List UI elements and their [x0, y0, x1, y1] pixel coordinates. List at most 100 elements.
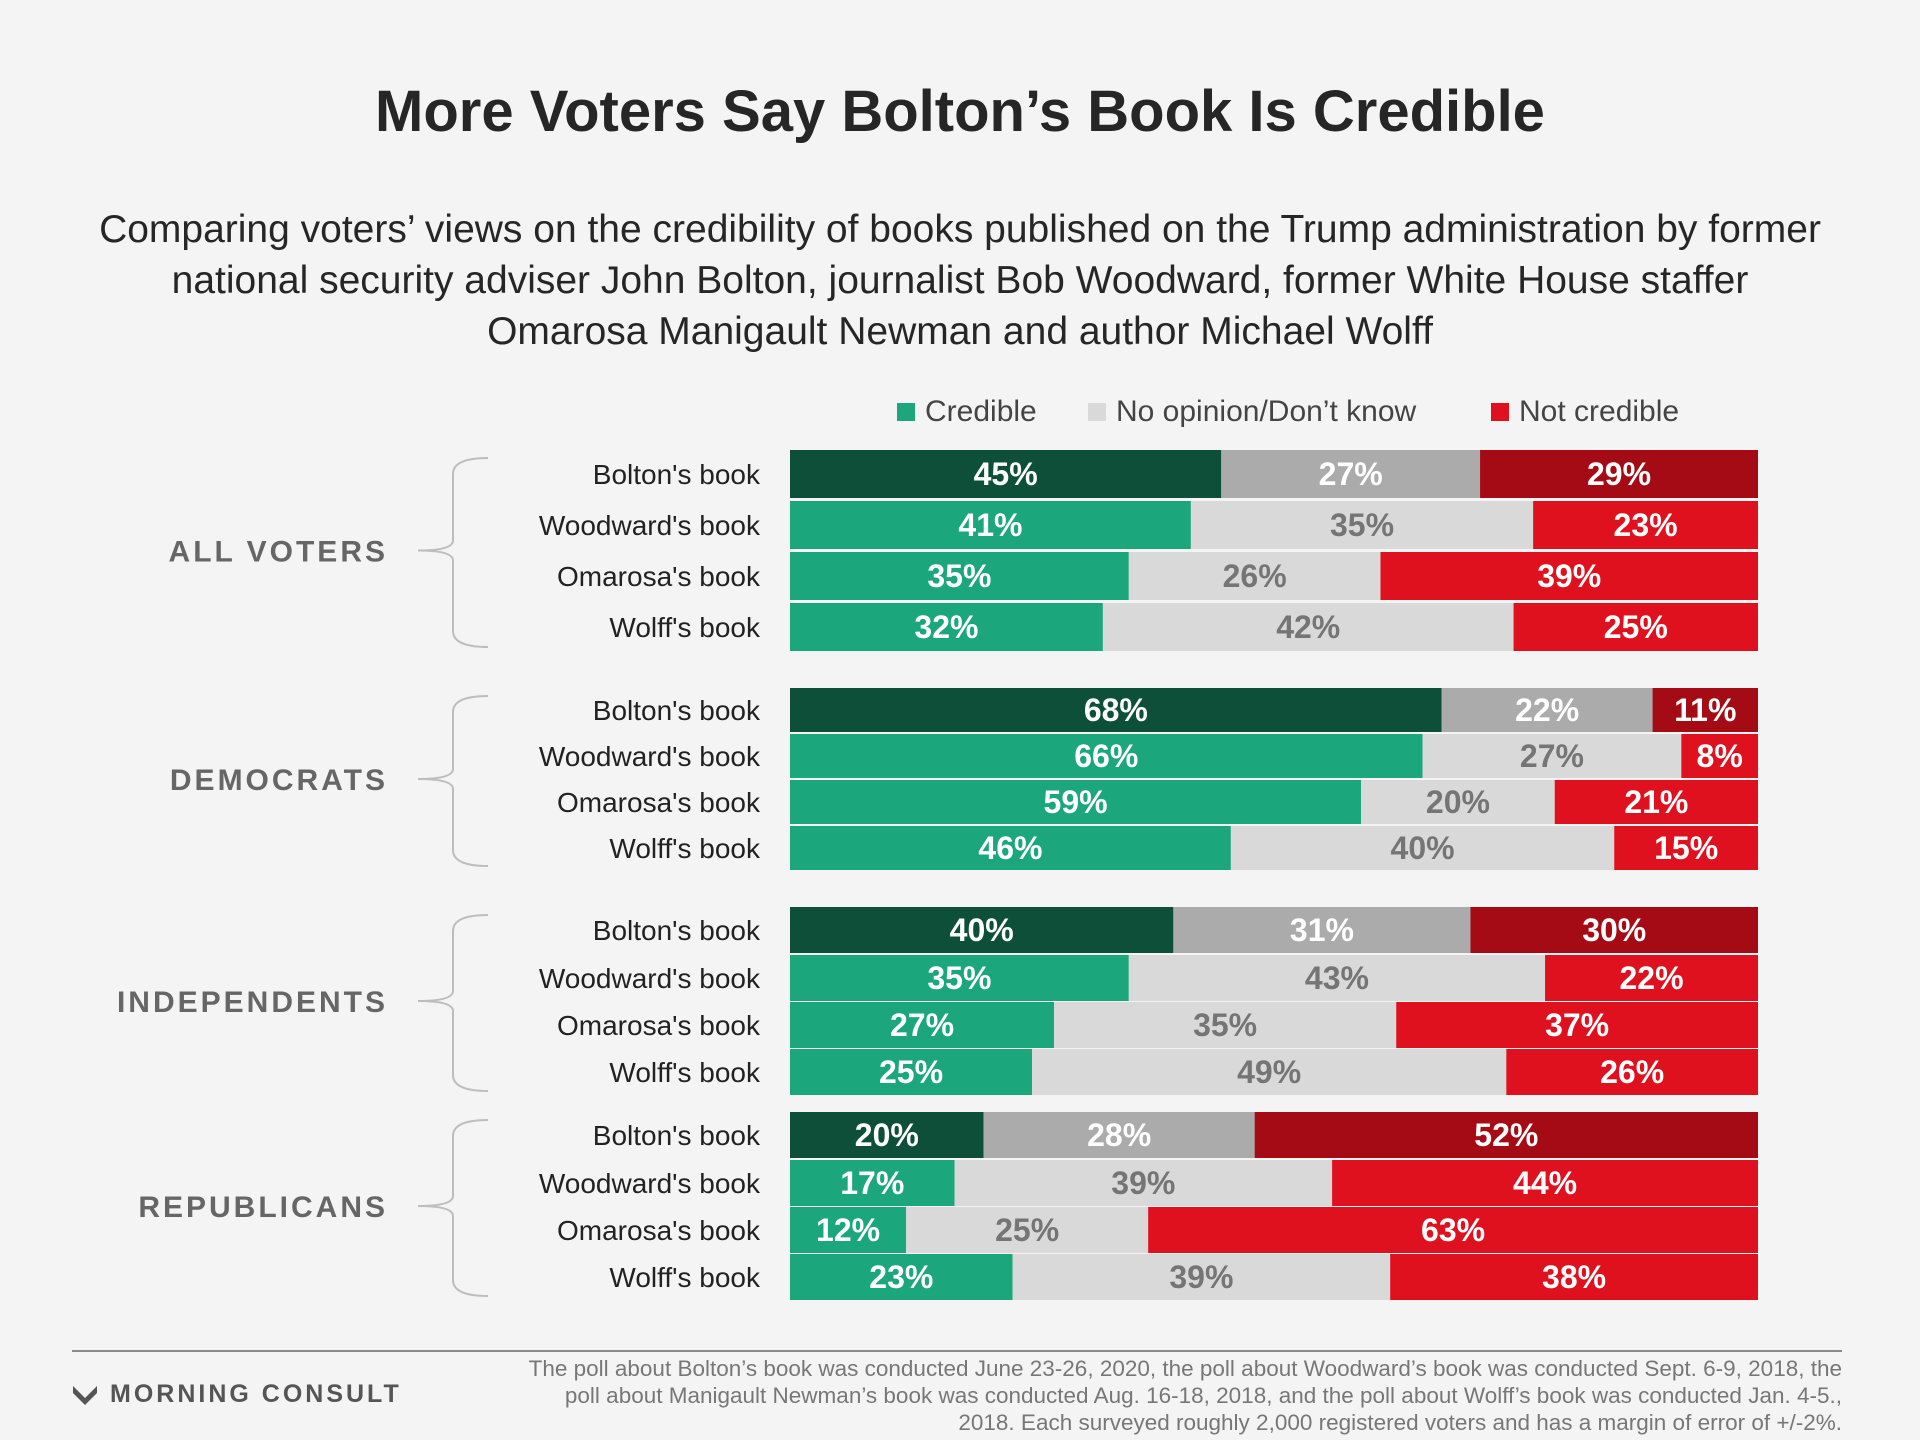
bar-republicans-bolton-s-book-credible [790, 1112, 984, 1158]
value-label-republicans-omarosa-s-book-credible: 12% [816, 1212, 880, 1248]
row-label-democrats-woodward-s-book: Woodward's book [539, 741, 761, 772]
group-label-all-voters: ALL VOTERS [169, 536, 388, 569]
value-label-republicans-omarosa-s-book-no-opinion: 25% [995, 1212, 1059, 1248]
legend: Credible No opinion/Don’t know Not credi… [0, 395, 1920, 435]
bar-republicans-woodward-s-book-no-opinion [954, 1160, 1333, 1206]
value-label-all-voters-bolton-s-book-no-opinion: 27% [1319, 456, 1383, 492]
value-label-all-voters-wolff-s-book-credible: 32% [914, 609, 978, 645]
value-label-democrats-woodward-s-book-credible: 66% [1074, 738, 1138, 774]
value-label-democrats-bolton-s-book-not-credible: 11% [1674, 692, 1736, 728]
bar-all-voters-woodward-s-book-no-opinion [1190, 501, 1534, 549]
bar-independents-woodward-s-book-no-opinion [1128, 955, 1546, 1001]
value-label-all-voters-wolff-s-book-not-credible: 25% [1604, 609, 1668, 645]
bar-democrats-omarosa-s-book-not-credible [1554, 780, 1758, 824]
value-label-democrats-woodward-s-book-no-opinion: 27% [1520, 738, 1584, 774]
group-bracket-republicans [417, 1119, 489, 1297]
row-label-all-voters-wolff-s-book: Wolff's book [609, 612, 761, 643]
value-label-all-voters-bolton-s-book-not-credible: 29% [1587, 456, 1651, 492]
group-label-independents: INDEPENDENTS [117, 986, 388, 1019]
value-label-independents-omarosa-s-book-no-opinion: 35% [1193, 1007, 1257, 1043]
row-label-republicans-wolff-s-book: Wolff's book [609, 1262, 761, 1293]
bar-independents-omarosa-s-book-no-opinion [1054, 1002, 1397, 1048]
bar-independents-omarosa-s-book-credible [790, 1002, 1054, 1048]
value-label-republicans-woodward-s-book-no-opinion: 39% [1111, 1165, 1175, 1201]
legend-item-no-opinion: No opinion/Don’t know [1088, 395, 1416, 429]
bar-republicans-omarosa-s-book-not-credible [1148, 1207, 1758, 1253]
bar-independents-wolff-s-book-not-credible [1506, 1049, 1758, 1095]
row-label-independents-woodward-s-book: Woodward's book [539, 963, 761, 994]
value-label-independents-bolton-s-book-no-opinion: 31% [1290, 912, 1354, 948]
legend-label-credible: Credible [925, 395, 1037, 428]
value-label-republicans-bolton-s-book-credible: 20% [855, 1117, 919, 1153]
brand-name: MORNING CONSULT [110, 1380, 402, 1408]
value-label-republicans-woodward-s-book-not-credible: 44% [1513, 1165, 1577, 1201]
value-label-independents-wolff-s-book-no-opinion: 49% [1237, 1054, 1301, 1090]
footer-divider [72, 1350, 1842, 1352]
row-label-republicans-omarosa-s-book: Omarosa's book [557, 1215, 761, 1246]
value-label-democrats-bolton-s-book-no-opinion: 22% [1515, 692, 1579, 728]
bar-independents-bolton-s-book-no-opinion [1173, 907, 1471, 953]
value-label-republicans-wolff-s-book-no-opinion: 39% [1169, 1259, 1233, 1295]
group-bracket-all-voters [417, 457, 489, 648]
legend-label-not-credible: Not credible [1519, 395, 1680, 428]
legend-swatch-credible [897, 403, 915, 421]
bar-republicans-wolff-s-book-not-credible [1390, 1254, 1758, 1300]
bar-independents-omarosa-s-book-not-credible [1396, 1002, 1758, 1048]
legend-item-credible: Credible [897, 395, 1037, 429]
bar-democrats-omarosa-s-book-no-opinion [1361, 780, 1555, 824]
value-label-all-voters-omarosa-s-book-not-credible: 39% [1537, 558, 1601, 594]
bar-democrats-woodward-s-book-no-opinion [1422, 734, 1682, 778]
value-label-independents-omarosa-s-book-credible: 27% [890, 1007, 954, 1043]
value-label-all-voters-woodward-s-book-no-opinion: 35% [1330, 507, 1394, 543]
value-label-democrats-omarosa-s-book-no-opinion: 20% [1426, 784, 1490, 820]
bar-democrats-woodward-s-book-credible [790, 734, 1423, 778]
row-label-republicans-bolton-s-book: Bolton's book [593, 1120, 761, 1151]
value-label-republicans-wolff-s-book-credible: 23% [869, 1259, 933, 1295]
bar-all-voters-woodward-s-book-credible [790, 501, 1191, 549]
value-label-republicans-woodward-s-book-credible: 17% [840, 1165, 904, 1201]
value-label-independents-woodward-s-book-credible: 35% [927, 960, 991, 996]
value-label-democrats-wolff-s-book-not-credible: 15% [1654, 830, 1718, 866]
group-bracket-independents [417, 914, 489, 1092]
group-bracket-democrats [417, 695, 489, 867]
value-label-republicans-bolton-s-book-no-opinion: 28% [1087, 1117, 1151, 1153]
bar-republicans-bolton-s-book-not-credible [1254, 1112, 1758, 1158]
row-label-democrats-omarosa-s-book: Omarosa's book [557, 787, 761, 818]
value-label-all-voters-woodward-s-book-credible: 41% [958, 507, 1022, 543]
bar-all-voters-wolff-s-book-not-credible [1513, 603, 1758, 651]
bar-all-voters-bolton-s-book-no-opinion [1221, 450, 1481, 498]
value-label-democrats-woodward-s-book-not-credible: 8% [1697, 738, 1743, 774]
value-label-all-voters-omarosa-s-book-credible: 35% [927, 558, 991, 594]
row-label-all-voters-omarosa-s-book: Omarosa's book [557, 561, 761, 592]
value-label-republicans-omarosa-s-book-not-credible: 63% [1421, 1212, 1485, 1248]
legend-label-no-opinion: No opinion/Don’t know [1116, 395, 1417, 428]
bar-independents-woodward-s-book-credible [790, 955, 1129, 1001]
chart-title: More Voters Say Bolton’s Book Is Credibl… [375, 79, 1545, 144]
bar-independents-bolton-s-book-credible [790, 907, 1174, 953]
bar-republicans-wolff-s-book-no-opinion [1012, 1254, 1391, 1300]
value-label-republicans-bolton-s-book-not-credible: 52% [1474, 1117, 1538, 1153]
bar-all-voters-omarosa-s-book-no-opinion [1128, 552, 1381, 600]
value-label-democrats-wolff-s-book-credible: 46% [978, 830, 1042, 866]
value-label-democrats-omarosa-s-book-not-credible: 21% [1624, 784, 1688, 820]
bar-republicans-woodward-s-book-not-credible [1332, 1160, 1758, 1206]
row-label-republicans-woodward-s-book: Woodward's book [539, 1168, 761, 1199]
bar-republicans-wolff-s-book-credible [790, 1254, 1013, 1300]
legend-swatch-no-opinion [1088, 403, 1106, 421]
bar-all-voters-wolff-s-book-no-opinion [1102, 603, 1514, 651]
value-label-independents-woodward-s-book-no-opinion: 43% [1305, 960, 1369, 996]
bar-democrats-wolff-s-book-not-credible [1614, 826, 1758, 870]
footnote: The poll about Bolton’s book was conduct… [528, 1356, 1842, 1435]
stacked-bar-chart: ALL VOTERS Bolton's book 45% 27% 29% Woodward… [117, 450, 1758, 1300]
group-label-republicans: REPUBLICANS [138, 1191, 388, 1224]
bar-all-voters-wolff-s-book-credible [790, 603, 1103, 651]
bar-democrats-bolton-s-book-not-credible [1652, 688, 1758, 732]
row-label-independents-wolff-s-book: Wolff's book [609, 1057, 761, 1088]
bar-independents-wolff-s-book-no-opinion [1032, 1049, 1507, 1095]
bar-independents-wolff-s-book-credible [790, 1049, 1032, 1095]
row-label-democrats-bolton-s-book: Bolton's book [593, 695, 761, 726]
row-label-all-voters-woodward-s-book: Woodward's book [539, 510, 761, 541]
bar-republicans-woodward-s-book-credible [790, 1160, 955, 1206]
bar-democrats-woodward-s-book-not-credible [1681, 734, 1758, 778]
brand-logo: MORNING CONSULT [72, 1380, 402, 1409]
